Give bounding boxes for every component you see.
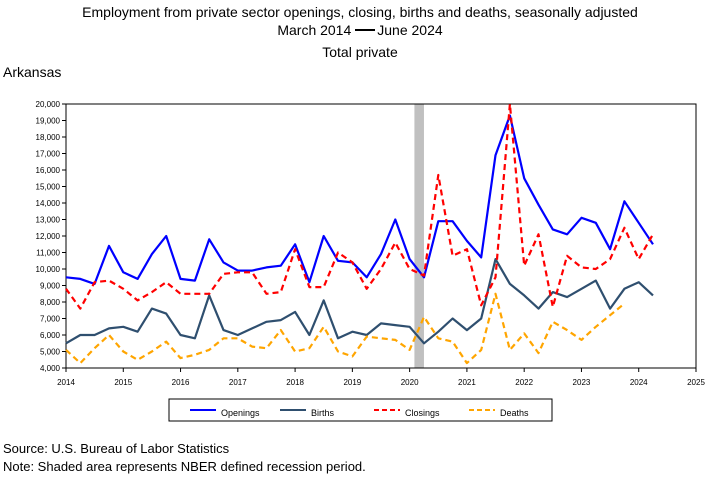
series-line-openings — [65, 114, 654, 285]
recession-note: Note: Shaded area represents NBER define… — [3, 459, 366, 474]
chart-period: March 2014 June 2024 — [0, 22, 720, 39]
series-line-deaths — [65, 292, 626, 365]
y-tick-label: 13,000 — [36, 216, 61, 225]
x-tick-label: 2015 — [114, 378, 132, 387]
y-tick-label: 6,000 — [40, 331, 61, 340]
y-tick-label: 10,000 — [36, 265, 61, 274]
x-tick-label: 2016 — [172, 378, 190, 387]
period-start: March 2014 — [277, 22, 352, 38]
legend-label-deaths: Deaths — [500, 408, 529, 418]
x-tick-label: 2018 — [286, 378, 304, 387]
legend-label-openings: Openings — [221, 408, 260, 418]
chart-title: Employment from private sector openings,… — [82, 4, 638, 20]
recession-band — [414, 104, 424, 368]
y-tick-label: 20,000 — [36, 100, 61, 109]
x-tick-label: 2020 — [401, 378, 419, 387]
plot-area-frame — [65, 103, 697, 369]
y-tick-label: 11,000 — [36, 249, 60, 258]
axes: 4,000 5,000 6,000 7,000 8,000 9,000 10,000 11,0… — [36, 100, 706, 387]
x-tick-label: 2023 — [573, 378, 591, 387]
y-tick-label: 7,000 — [40, 315, 61, 324]
source-note: Source: U.S. Bureau of Labor Statistics — [3, 441, 230, 456]
series-line-births — [65, 258, 654, 345]
legend-label-closings: Closings — [405, 408, 440, 418]
x-tick-label: 2021 — [458, 378, 476, 387]
x-tick-label: 2017 — [229, 378, 247, 387]
y-tick-label: 9,000 — [40, 282, 61, 291]
x-tick-label: 2022 — [515, 378, 533, 387]
x-tick-label: 2014 — [57, 378, 75, 387]
series-line-closings — [65, 102, 654, 310]
y-tick-label: 4,000 — [40, 364, 61, 373]
period-end: June 2024 — [377, 22, 443, 38]
y-tick-label: 17,000 — [36, 150, 61, 159]
recession-band-layer — [414, 104, 424, 368]
y-tick-label: 15,000 — [36, 183, 61, 192]
region-label: Arkansas — [3, 64, 62, 80]
legend-box — [168, 398, 553, 422]
x-tick-label: 2019 — [343, 378, 361, 387]
legend-label-births: Births — [311, 408, 335, 418]
x-tick-label: 2025 — [687, 378, 705, 387]
y-tick-label: 16,000 — [36, 166, 61, 175]
series-layer — [65, 102, 654, 365]
x-tick-label: 2024 — [630, 378, 648, 387]
range-dash-icon — [355, 28, 376, 31]
y-tick-label: 18,000 — [36, 133, 61, 142]
chart-subtitle: Total private — [322, 44, 398, 60]
y-tick-label: 19,000 — [36, 117, 61, 126]
y-tick-label: 5,000 — [40, 348, 61, 357]
y-tick-label: 14,000 — [36, 199, 61, 208]
y-tick-label: 8,000 — [40, 298, 61, 307]
y-tick-label: 12,000 — [36, 232, 61, 241]
legend: Openings Births Closings Deaths — [190, 408, 529, 418]
